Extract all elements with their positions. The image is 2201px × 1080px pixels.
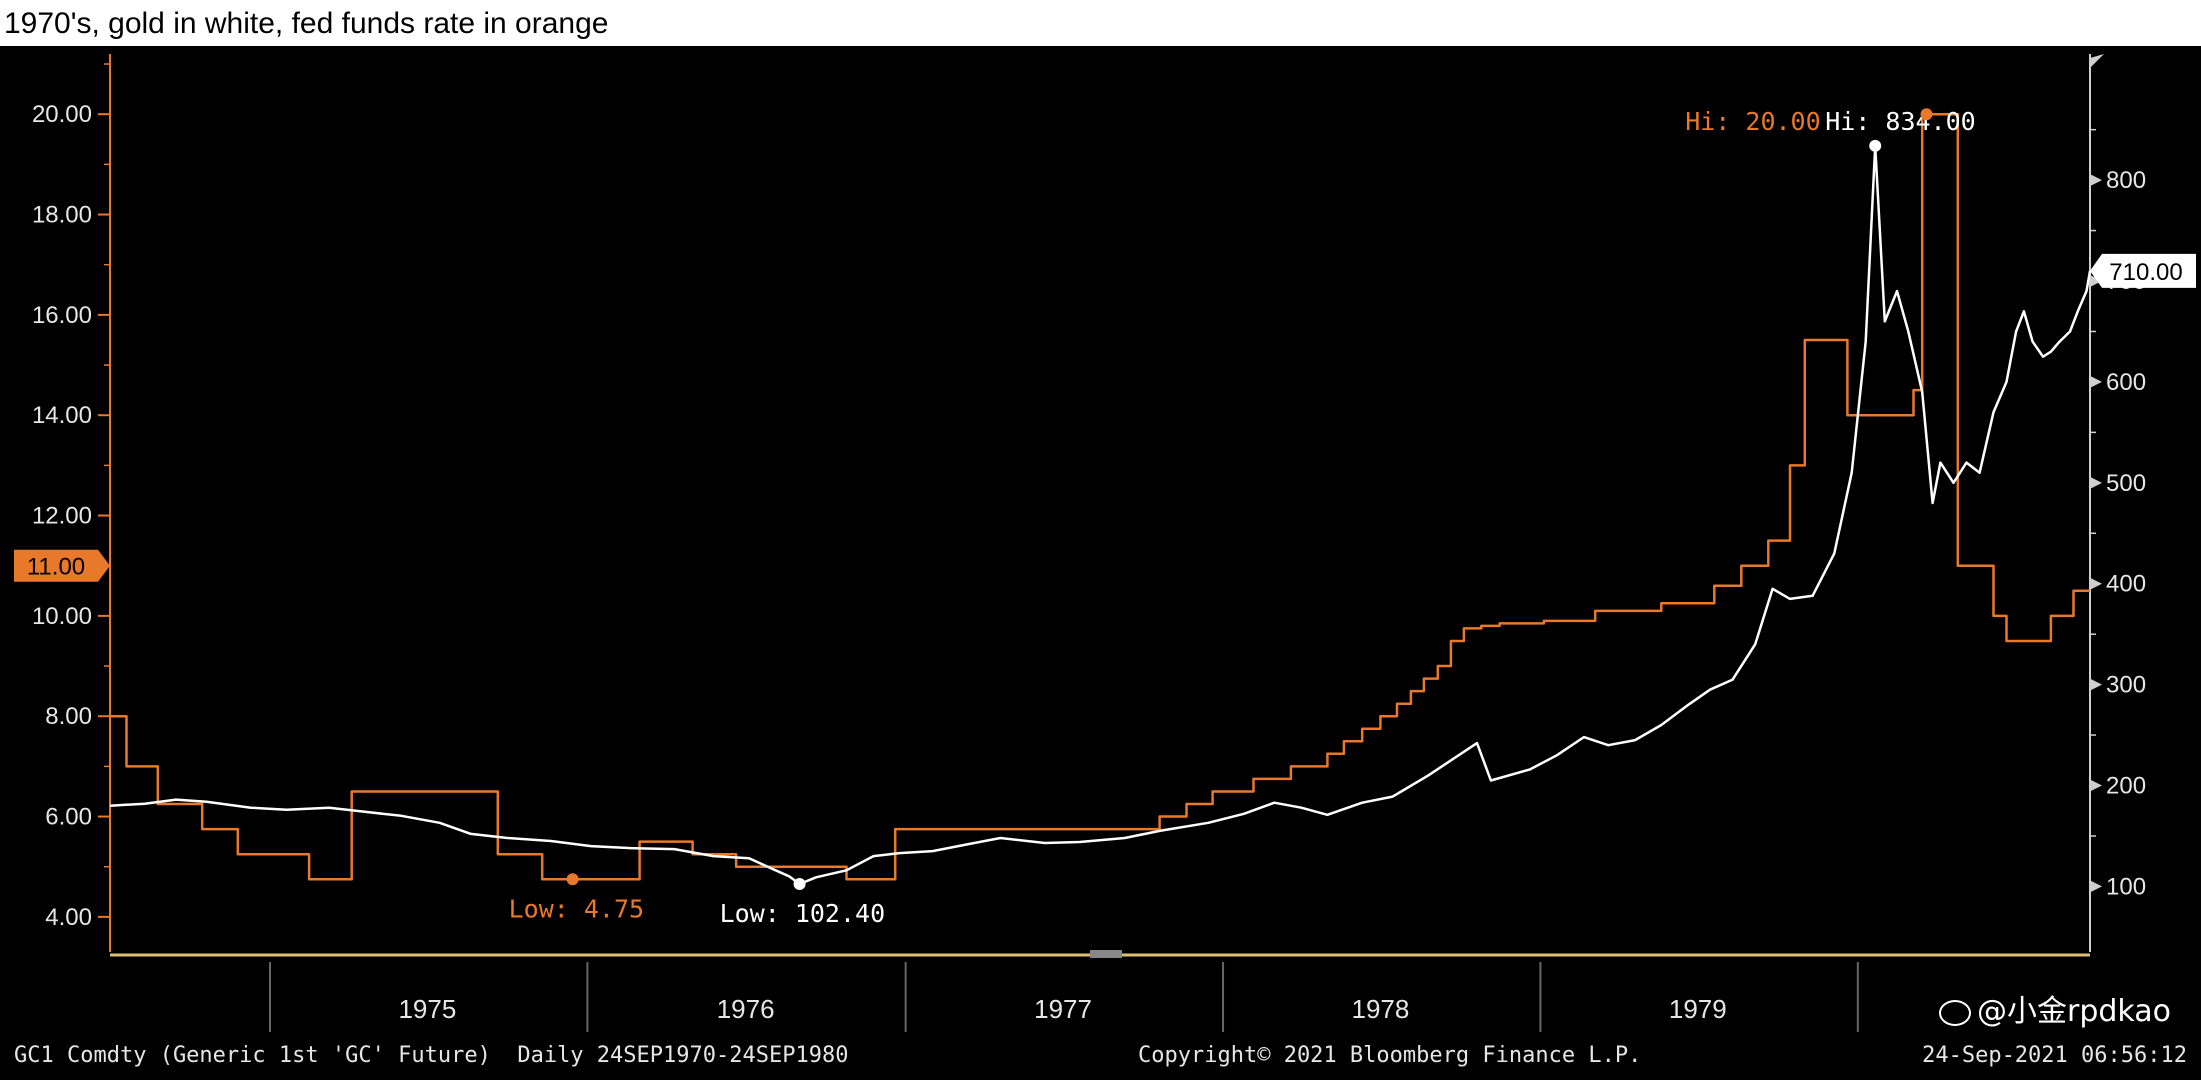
gold-low-marker <box>793 877 806 890</box>
left-tick-label: 12.00 <box>32 503 92 530</box>
year-label: 1979 <box>1669 994 1727 1024</box>
gold-last-label: 710.00 <box>2109 259 2182 286</box>
footer-timestamp: 24-Sep-2021 06:56:12 <box>1922 1043 2187 1068</box>
left-tick-label: 18.00 <box>32 202 92 229</box>
right-tick <box>2090 174 2102 187</box>
right-tick-label: 400 <box>2106 571 2146 598</box>
right-tick-label: 100 <box>2106 873 2146 900</box>
chart-panel: 4.00 6.00 8.00 10.00 12.00 14.00 16.00 18.00 20.… <box>0 46 2201 1080</box>
fed-high-marker <box>1920 108 1933 121</box>
left-tick-label: 4.00 <box>45 904 92 931</box>
year-label: 1978 <box>1352 994 1410 1024</box>
chart-title: 1970's, gold in white, fed funds rate in… <box>4 7 609 40</box>
right-tick <box>2090 779 2102 792</box>
year-label: 1976 <box>717 994 775 1024</box>
footer-security: GC1 Comdty (Generic 1st 'GC' Future) <box>14 1043 491 1068</box>
right-tick-label: 600 <box>2106 369 2146 396</box>
footer-range: Daily 24SEP1970-24SEP1980 <box>517 1043 849 1068</box>
right-tick <box>2090 577 2102 590</box>
fed-funds-line <box>110 112 2090 881</box>
right-tick <box>2090 275 2102 288</box>
fed-last-label: 11.00 <box>27 554 85 581</box>
fed-low-marker <box>566 873 579 886</box>
year-label: 1975 <box>398 994 456 1024</box>
left-tick-label: 14.00 <box>32 402 92 429</box>
year-label: 1977 <box>1034 994 1092 1024</box>
right-tick-label: 200 <box>2106 773 2146 800</box>
right-tick-label: 500 <box>2106 470 2146 497</box>
axes-layer: 4.00 6.00 8.00 10.00 12.00 14.00 16.00 18.00 20.… <box>32 54 2146 1032</box>
fed-last-tag <box>14 549 110 582</box>
watermark-text: @小金rpdkao <box>1976 994 2171 1029</box>
left-tick-label: 6.00 <box>45 804 92 831</box>
fed-low-label: Low: 4.75 <box>509 894 644 923</box>
gold-last-tag <box>2090 253 2196 288</box>
footer-copyright: Copyright© 2021 Bloomberg Finance L.P. <box>1138 1043 1642 1068</box>
right-tick-label: 800 <box>2106 167 2146 194</box>
watermark: @小金rpdkao <box>1938 992 2171 1032</box>
left-tick-label: 16.00 <box>32 302 92 329</box>
left-tick-label: 8.00 <box>45 703 92 730</box>
right-tick <box>2090 678 2102 691</box>
gold-low-label: Low: 102.40 <box>720 899 886 928</box>
left-tick-label: 10.00 <box>32 603 92 630</box>
footer-left: GC1 Comdty (Generic 1st 'GC' Future) Dai… <box>14 1038 848 1074</box>
scroll-handle <box>1090 950 1122 958</box>
gold-high-label: Hi: 834.00 <box>1825 107 1976 136</box>
right-tick <box>2090 375 2102 388</box>
right-axis-top-marker <box>2090 54 2104 68</box>
series-layer <box>109 112 2092 886</box>
gold-price-line <box>109 144 2092 886</box>
chart-svg: 4.00 6.00 8.00 10.00 12.00 14.00 16.00 18.00 20.… <box>14 54 2196 1032</box>
right-tick <box>2090 880 2102 893</box>
right-tick-label: 300 <box>2106 672 2146 699</box>
fed-high-label: Hi: 20.00 <box>1685 107 1820 136</box>
gold-high-marker <box>1869 139 1882 152</box>
left-tick-label: 20.00 <box>32 101 92 128</box>
watermark-logo-icon <box>1938 999 1971 1026</box>
right-tick <box>2090 476 2102 489</box>
